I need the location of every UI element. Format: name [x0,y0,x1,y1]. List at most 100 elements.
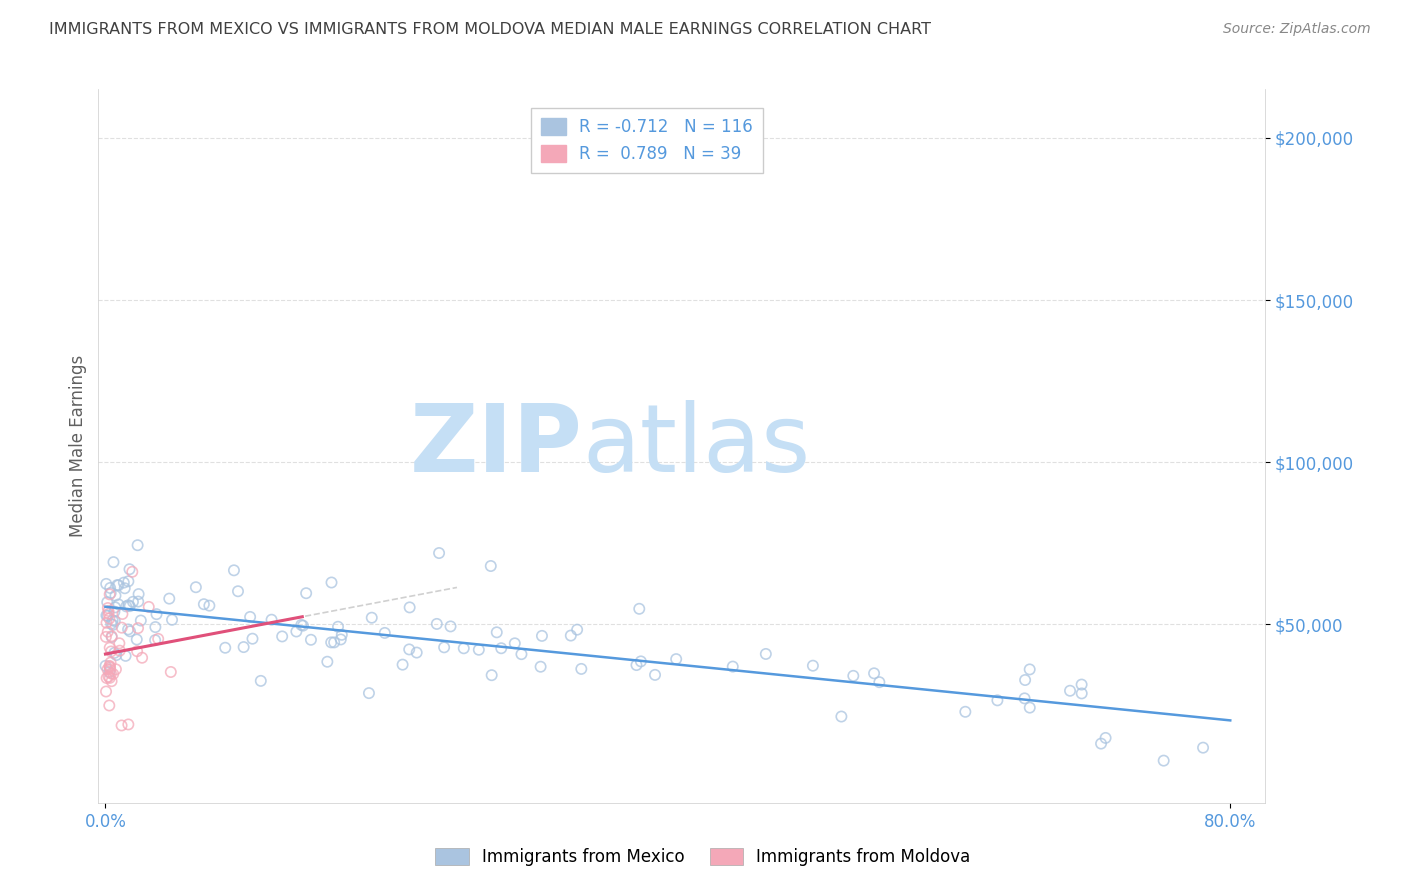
Point [260,613,283,627]
Point [1014,673,1036,687]
Point [326,620,349,634]
Point [405,646,427,660]
Point [468,642,491,657]
Point [96,608,118,623]
Point [249,673,271,688]
Point [117,623,139,637]
Point [107,598,129,612]
Point [242,632,264,646]
Point [108,636,131,650]
Point [101,618,124,632]
Point [453,641,475,656]
Point [1018,700,1040,714]
Point [131,650,153,665]
Point [97,601,120,615]
Point [830,709,852,723]
Point [433,640,456,655]
Point [105,648,128,662]
Point [271,629,294,643]
Point [100,674,122,689]
Point [628,602,651,616]
Point [143,633,166,648]
Point [295,586,318,600]
Point [94,658,117,673]
Point [103,605,125,619]
Legend: Immigrants from Mexico, Immigrants from Moldova: Immigrants from Mexico, Immigrants from … [427,840,979,875]
Point [1059,683,1081,698]
Point [239,610,262,624]
Point [184,580,207,594]
Point [100,656,122,670]
Point [128,587,150,601]
Point [398,642,420,657]
Point [94,630,117,644]
Point [98,587,121,601]
Point [1070,677,1092,691]
Point [98,581,121,595]
Point [503,636,526,650]
Point [100,666,122,681]
Point [100,586,122,600]
Point [157,591,180,606]
Point [479,559,502,574]
Point [96,595,118,609]
Point [626,658,648,673]
Point [214,640,236,655]
Point [118,599,141,614]
Point [98,659,121,673]
Point [644,668,666,682]
Point [1018,662,1040,676]
Point [299,632,322,647]
Point [148,632,170,646]
Point [117,717,139,731]
Point [316,655,339,669]
Point [321,575,343,590]
Point [104,614,127,628]
Point [104,589,127,603]
Point [96,615,118,630]
Point [118,562,141,576]
Point [226,584,249,599]
Point [108,643,131,657]
Point [111,607,134,621]
Point [96,577,118,591]
Point [863,666,886,681]
Point [569,662,592,676]
Point [122,595,145,609]
Point [129,614,152,628]
Point [127,644,149,658]
Point [357,686,380,700]
Point [98,640,121,655]
Text: IMMIGRANTS FROM MEXICO VS IMMIGRANTS FROM MOLDOVA MEDIAN MALE EARNINGS CORRELATI: IMMIGRANTS FROM MEXICO VS IMMIGRANTS FRO… [49,22,931,37]
Point [94,684,117,698]
Text: Source: ZipAtlas.com: Source: ZipAtlas.com [1223,22,1371,37]
Point [97,670,120,684]
Point [127,594,149,608]
Point [1090,737,1112,751]
Point [96,671,118,685]
Point [145,607,167,622]
Point [565,623,588,637]
Point [103,667,125,681]
Point [159,665,181,679]
Point [398,600,420,615]
Point [96,662,118,676]
Point [97,604,120,618]
Point [360,610,382,624]
Point [321,635,343,649]
Point [100,616,122,631]
Point [114,648,136,663]
Point [115,599,138,614]
Point [510,647,533,661]
Point [100,629,122,643]
Point [127,538,149,552]
Point [391,657,413,672]
Point [292,618,315,632]
Point [560,629,582,643]
Point [1094,731,1116,745]
Point [98,611,121,625]
Text: ZIP: ZIP [409,400,582,492]
Point [755,647,778,661]
Point [986,693,1008,707]
Point [101,613,124,627]
